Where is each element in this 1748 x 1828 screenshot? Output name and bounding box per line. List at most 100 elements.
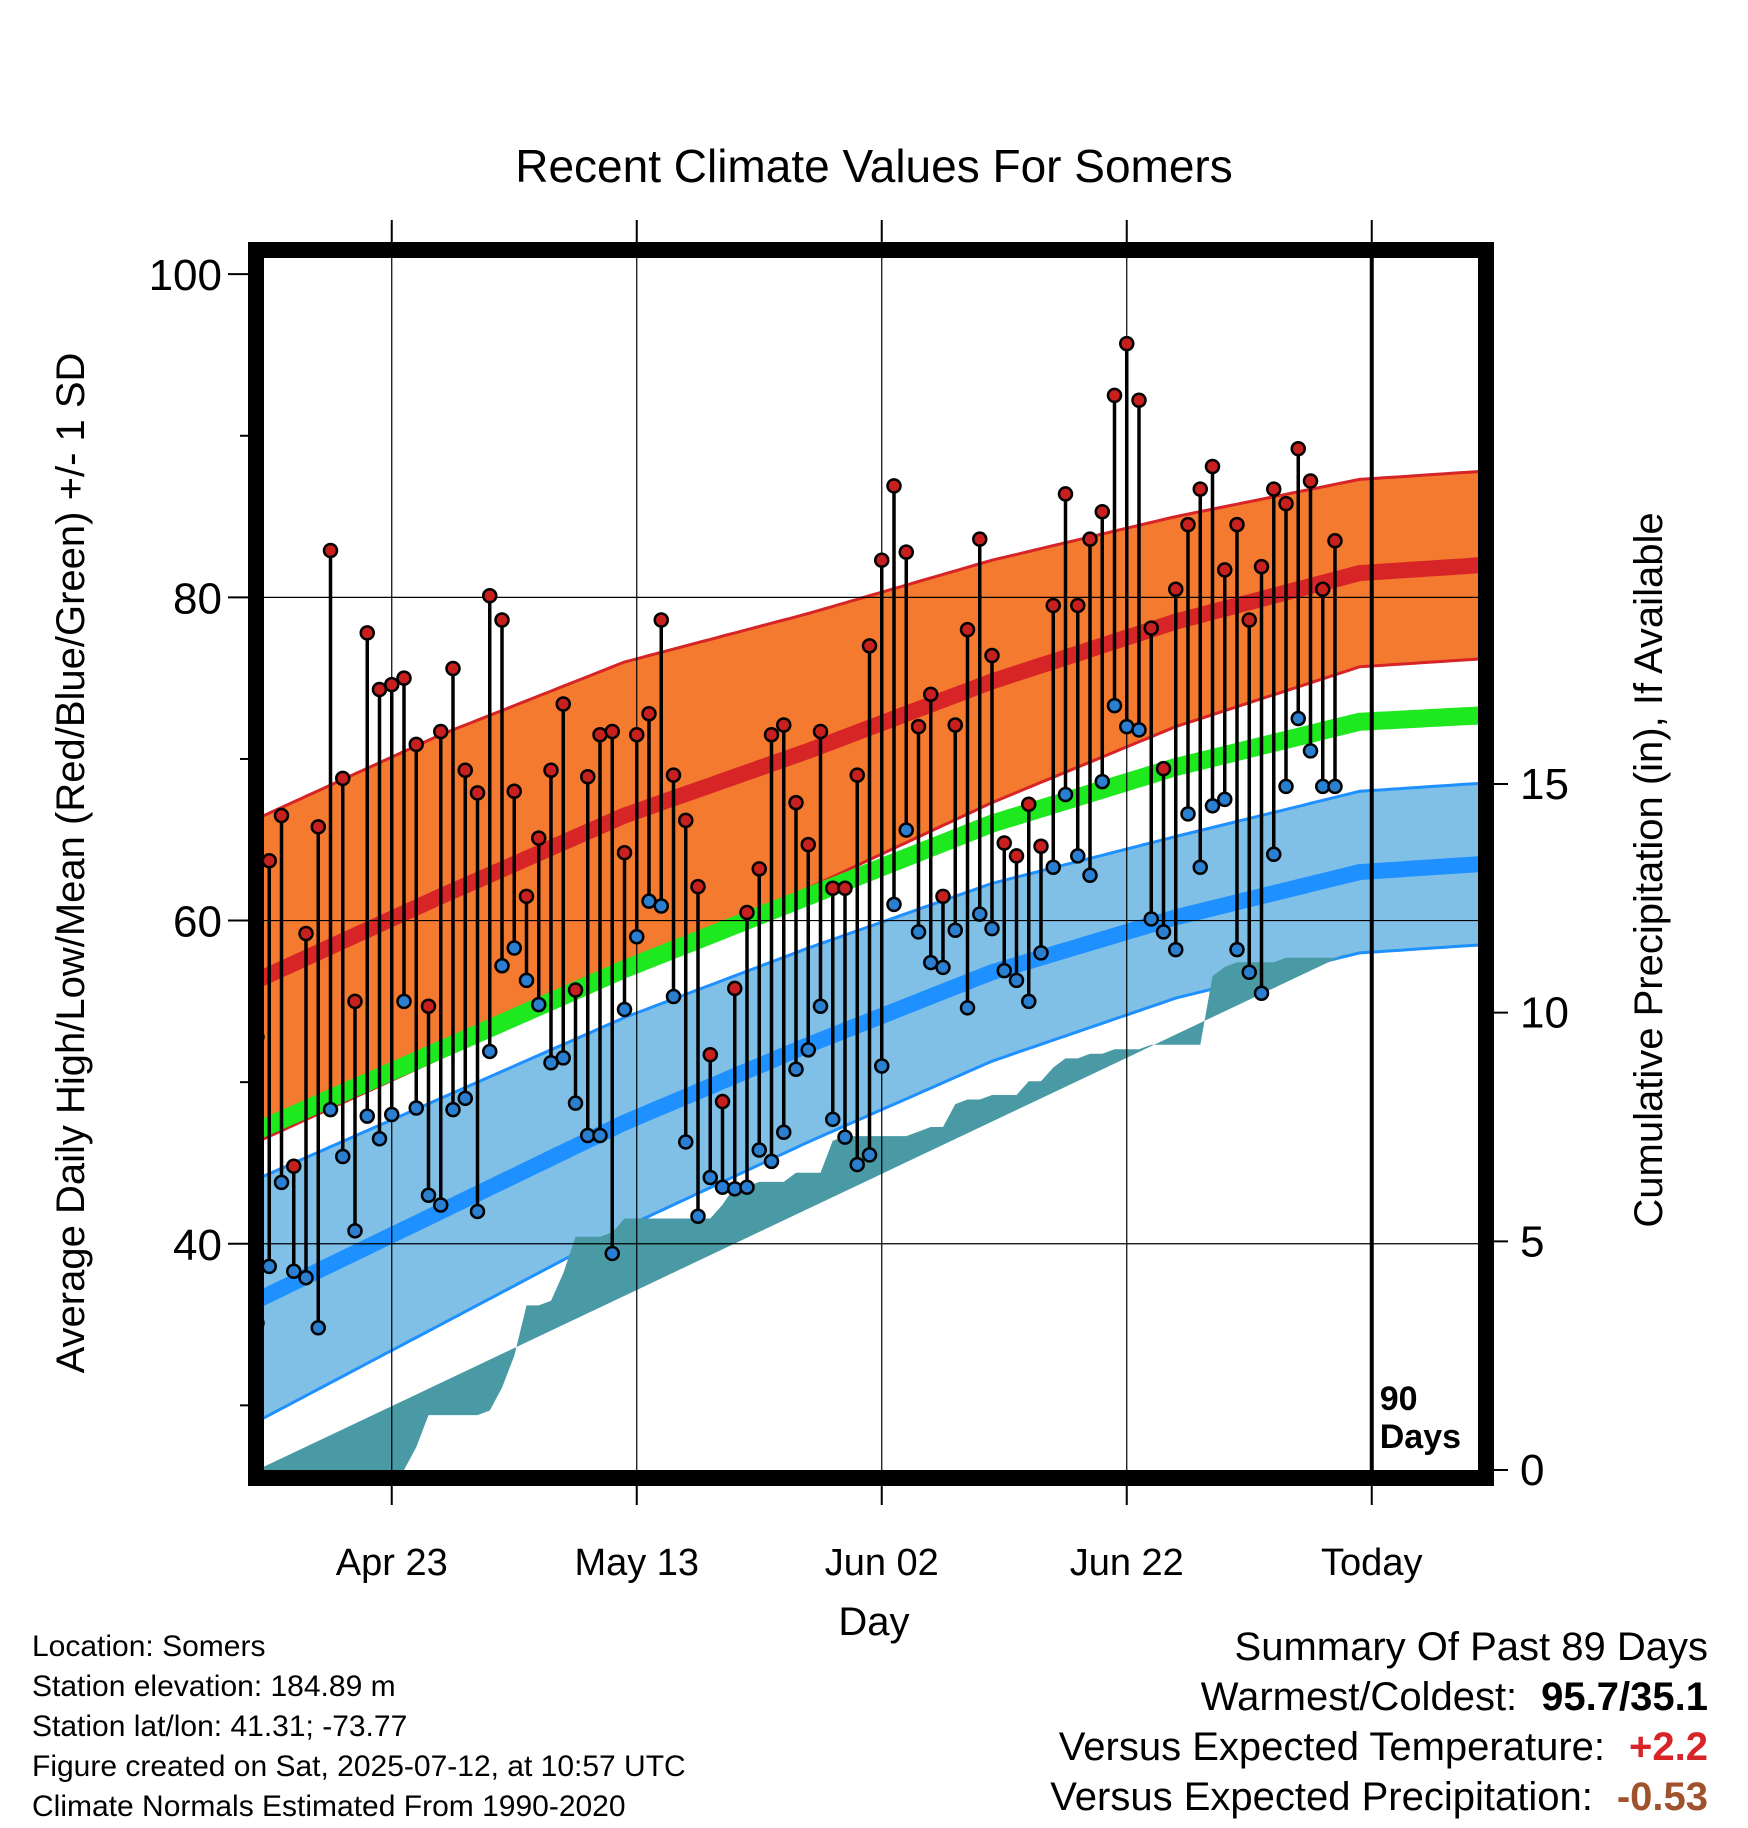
daily-high-point [788, 794, 804, 811]
daily-low-point [1168, 941, 1184, 958]
daily-high-point [641, 705, 657, 722]
daily-high-point [800, 836, 816, 853]
daily-high-point [910, 718, 927, 735]
x-tick-label: Jun 22 [1070, 1542, 1184, 1584]
daily-low-point [1192, 859, 1208, 875]
plot-inner [264, 0, 1478, 1470]
daily-low-point [1106, 697, 1123, 714]
daily-low-point [763, 1153, 780, 1170]
daily-high-point [812, 723, 829, 740]
daily-high-point [580, 768, 596, 785]
daily-high-point [861, 638, 878, 654]
daily-high-point [273, 807, 290, 824]
daily-high-point [935, 888, 951, 905]
daily-low-point [518, 972, 535, 989]
daily-high-point [1180, 516, 1196, 533]
daily-high-point [849, 767, 865, 783]
daily-high-point [1290, 440, 1306, 457]
daily-high-point [531, 830, 547, 846]
created-text: Figure created on Sat, 2025-07-12, at 10… [32, 1750, 686, 1783]
daily-high-point [959, 621, 976, 638]
daily-low-point [1266, 846, 1282, 863]
daily-high-point [763, 726, 780, 743]
daily-low-point [1082, 867, 1098, 884]
plot-frame [248, 242, 1494, 1486]
daily-low-point [408, 1100, 424, 1116]
daily-low-point [1341, 0, 1354, 7]
daily-low-point [1278, 778, 1294, 795]
daily-low-point [1070, 848, 1086, 864]
daily-high-point [923, 686, 939, 703]
daily-high-point [1008, 848, 1025, 864]
daily-low-point [1241, 964, 1257, 981]
normals-text: Climate Normals Estimated From 1990-2020 [32, 1790, 626, 1823]
daily-low-point [739, 1179, 755, 1195]
daily-low-point [264, 1258, 277, 1275]
daily-low-point [531, 996, 547, 1013]
daily-high-point [629, 726, 645, 743]
daily-high-point [469, 785, 486, 801]
location-text: Location: Somers [32, 1630, 266, 1663]
y2-tick-label: 10 [1520, 989, 1569, 1038]
warmest-value: 95.7/35.1 [1541, 1675, 1708, 1719]
x-tick-label: Today [1321, 1542, 1422, 1584]
daily-low-point [996, 962, 1012, 979]
daily-low-point [420, 1187, 437, 1204]
daily-low-point [1290, 710, 1306, 727]
daily-low-point [1008, 972, 1025, 989]
x-tick-label: Apr 23 [336, 1542, 448, 1584]
daily-high-point [739, 904, 755, 921]
daily-high-point [1204, 458, 1221, 475]
today-days-label-1: Days [1380, 1418, 1461, 1456]
y2-axis-label: Cumulative Precipitation (in), If Availa… [1627, 512, 1671, 1227]
daily-low-point [959, 1000, 976, 1016]
daily-low-point [494, 958, 510, 974]
x-tick-label: May 13 [574, 1542, 699, 1584]
daily-low-point [1033, 945, 1049, 961]
daily-high-point [420, 998, 437, 1014]
daily-high-point [690, 878, 706, 895]
daily-high-point [567, 982, 584, 998]
elevation-text: Station elevation: 184.89 m [32, 1670, 396, 1703]
daily-high-point [604, 723, 620, 740]
daily-high-point [1057, 486, 1074, 502]
daily-high-point [1155, 760, 1172, 777]
daily-low-point [665, 988, 682, 1005]
daily-low-point [457, 1090, 473, 1107]
daily-high-point [518, 888, 535, 905]
y2-tick-label: 5 [1520, 1217, 1544, 1266]
daily-high-point [1315, 581, 1331, 598]
daily-high-point [457, 762, 473, 779]
daily-high-point [1229, 516, 1245, 533]
daily-low-point [1253, 985, 1270, 1002]
daily-high-point [396, 670, 412, 686]
daily-high-point [322, 542, 339, 559]
daily-low-point [812, 998, 829, 1014]
high-band-upper-edge [264, 470, 1478, 818]
daily-high-point [1192, 481, 1208, 497]
daily-low-point [776, 1124, 792, 1141]
y-tick-label: 40 [173, 1221, 222, 1270]
daily-low-point [947, 922, 963, 939]
daily-low-point [935, 959, 951, 976]
daily-low-point [1327, 778, 1343, 795]
daily-high-point [384, 676, 400, 693]
precip-anomaly-value: -0.53 [1616, 1775, 1708, 1819]
y2-tick-label: 15 [1520, 760, 1569, 809]
daily-low-point [751, 1142, 767, 1158]
daily-high-point [947, 717, 963, 733]
daily-low-point [322, 1101, 339, 1118]
daily-high-point [751, 861, 767, 877]
daily-low-point [604, 1245, 620, 1262]
daily-low-point [482, 1043, 498, 1060]
daily-high-point [898, 544, 914, 560]
daily-low-point [910, 924, 927, 940]
today-days-label-0: 90 [1380, 1380, 1418, 1418]
station-info: Location: Somers Station elevation: 184.… [32, 1627, 686, 1827]
daily-low-point [653, 898, 669, 914]
latlon-text: Station lat/lon: 41.31; -73.77 [32, 1710, 408, 1743]
daily-low-point [972, 906, 988, 922]
daily-low-point [273, 1174, 290, 1191]
